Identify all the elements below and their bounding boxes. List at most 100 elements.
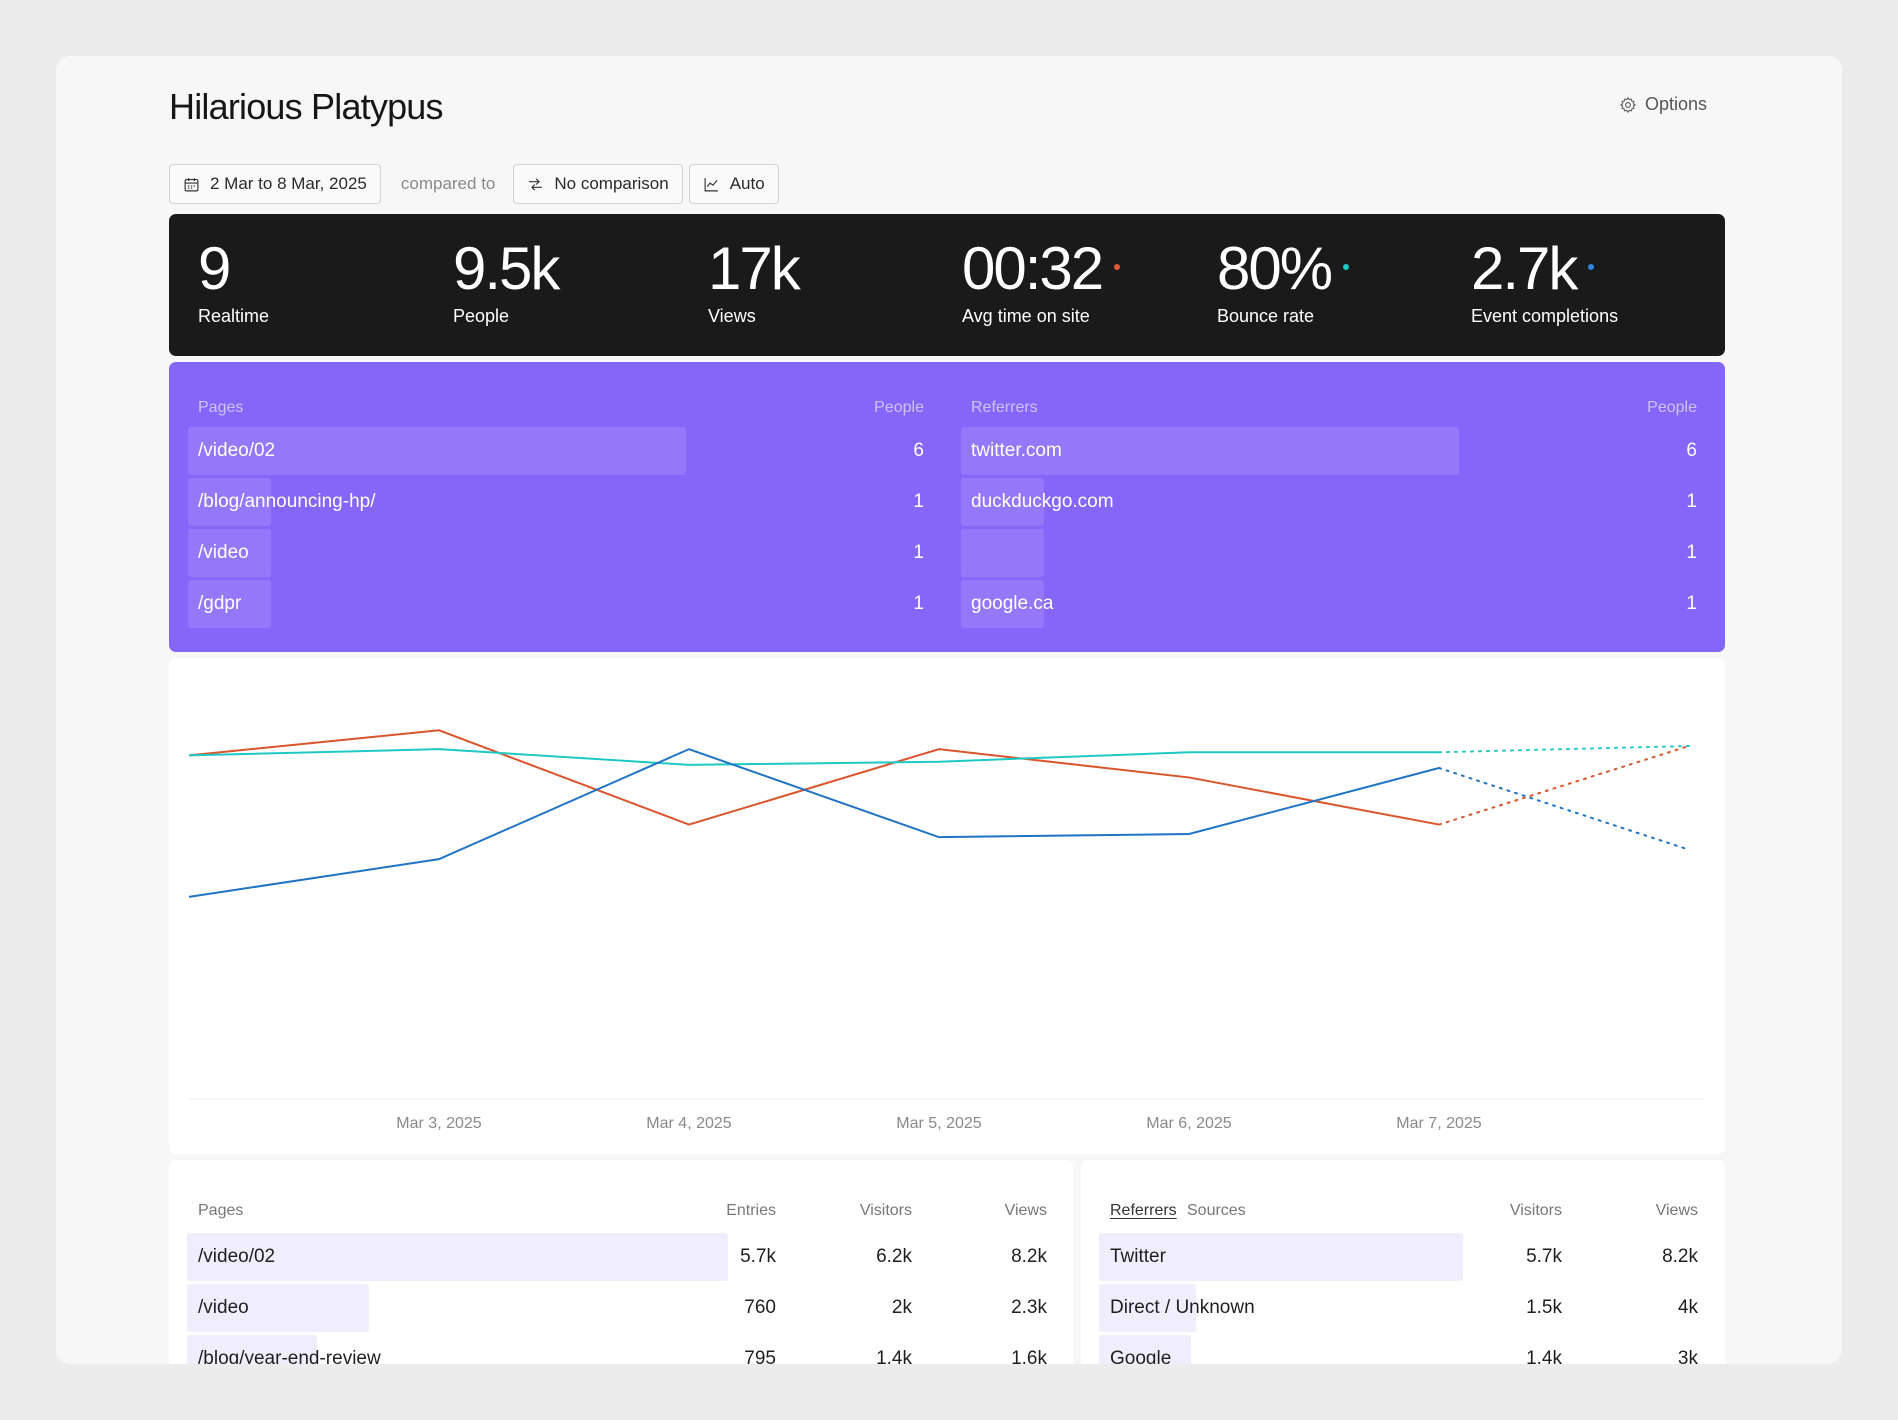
referrer-name: Direct / Unknown bbox=[1110, 1297, 1255, 1318]
table-row[interactable]: duckduckgo.com 1 bbox=[961, 478, 1707, 526]
row-value: 1 bbox=[1686, 542, 1697, 563]
referrer-name: Twitter bbox=[1110, 1246, 1166, 1267]
series-dot bbox=[1588, 264, 1595, 270]
column-header: Referrers bbox=[971, 399, 1038, 416]
options-button[interactable]: Options bbox=[1619, 94, 1707, 115]
row-share-bar bbox=[188, 529, 271, 577]
toolbar: 2 Mar to 8 Mar, 2025 compared to No comp… bbox=[169, 164, 779, 204]
row-share-bar bbox=[187, 1284, 369, 1332]
visitors-value: 6.2k bbox=[876, 1246, 912, 1267]
table-row[interactable]: twitter.com 6 bbox=[961, 427, 1707, 475]
row-share-bar bbox=[188, 478, 271, 526]
series-projection-1 bbox=[1438, 745, 1690, 754]
table-row[interactable]: google.ca 1 bbox=[961, 580, 1707, 628]
row-share-bar bbox=[1099, 1233, 1463, 1281]
visitors-value: 1.4k bbox=[1526, 1348, 1562, 1364]
views-value: 4k bbox=[1677, 1297, 1698, 1318]
stat-label: Realtime bbox=[198, 306, 270, 326]
table-row[interactable]: /video 760 2k 2.3k bbox=[169, 1284, 1073, 1332]
line-chart: Mar 3, 2025 Mar 4, 2025 Mar 5, 2025 Mar 6, … bbox=[188, 729, 1705, 1132]
stat-label: Event completions bbox=[1471, 306, 1619, 326]
column-header: Pages bbox=[198, 1202, 244, 1219]
tab-sources[interactable]: Sources bbox=[1187, 1202, 1246, 1219]
stat-label: People bbox=[453, 306, 510, 326]
row-value: 1 bbox=[913, 491, 924, 512]
x-tick-label: Mar 7, 2025 bbox=[1396, 1115, 1481, 1132]
row-share-bar bbox=[187, 1335, 317, 1364]
realtime-panel: Pages People /video/02 6 /blog/announcing… bbox=[169, 362, 1725, 652]
realtime-pages-table: Pages People /video/02 6 /blog/announcing… bbox=[188, 392, 934, 628]
series-line-1 bbox=[188, 748, 1439, 766]
stat-value: 00:32 bbox=[962, 235, 1104, 302]
comparison-button[interactable]: No comparison bbox=[513, 164, 683, 204]
series-dot bbox=[1114, 264, 1121, 270]
table-row[interactable]: Google 1.4k 3k bbox=[1081, 1335, 1725, 1364]
table-row[interactable]: /blog/year-end-review 795 1.4k 1.6k bbox=[169, 1335, 1073, 1364]
entries-value: 795 bbox=[744, 1348, 776, 1364]
table-row[interactable]: 1 bbox=[961, 529, 1707, 577]
stat-views[interactable]: 17k Views bbox=[708, 236, 801, 327]
row-value: 1 bbox=[1686, 491, 1697, 512]
x-tick-label: Mar 3, 2025 bbox=[396, 1115, 481, 1132]
column-header: Visitors bbox=[859, 1202, 912, 1219]
x-tick-label: Mar 4, 2025 bbox=[646, 1115, 731, 1132]
row-share-bar bbox=[187, 1233, 728, 1281]
row-share-bar bbox=[1099, 1284, 1196, 1332]
table-row[interactable]: Direct / Unknown 1.5k 4k bbox=[1081, 1284, 1725, 1332]
series-line-0 bbox=[188, 729, 1440, 826]
table-row[interactable]: /gdpr 1 bbox=[188, 580, 934, 628]
row-share-bar bbox=[961, 478, 1044, 526]
series-line-2 bbox=[188, 748, 1440, 898]
table-row[interactable]: /video/02 5.7k 6.2k 8.2k bbox=[169, 1233, 1073, 1281]
row-value: 1 bbox=[913, 593, 924, 614]
table-row[interactable]: /video/02 6 bbox=[188, 427, 934, 475]
stat-value: 80% bbox=[1217, 235, 1333, 302]
entries-value: 5.7k bbox=[740, 1246, 776, 1267]
page-path: /video/02 bbox=[198, 1246, 276, 1267]
row-share-bar bbox=[1099, 1335, 1191, 1364]
stat-label: Bounce rate bbox=[1217, 306, 1315, 326]
comparison-label: No comparison bbox=[554, 174, 669, 193]
date-range-button[interactable]: 2 Mar to 8 Mar, 2025 bbox=[169, 164, 381, 204]
stat-bounce-rate[interactable]: 80% Bounce rate bbox=[1217, 235, 1350, 327]
page-path: /video/02 bbox=[198, 440, 276, 461]
page-path: /blog/year-end-review bbox=[198, 1348, 381, 1364]
column-header: People bbox=[1647, 399, 1697, 416]
referrer-name: duckduckgo.com bbox=[971, 491, 1114, 512]
tab-referrers[interactable]: Referrers bbox=[1110, 1202, 1177, 1219]
pages-table: Pages Entries Visitors Views /video/02 5… bbox=[169, 1160, 1073, 1364]
stat-value: 9.5k bbox=[453, 235, 560, 302]
series-projection-2 bbox=[1438, 767, 1690, 851]
stat-value: 9 bbox=[198, 235, 231, 302]
referrer-name: twitter.com bbox=[971, 440, 1062, 461]
page-path: /video bbox=[198, 542, 249, 563]
referrer-name: Google bbox=[1110, 1348, 1172, 1364]
row-value: 1 bbox=[1686, 593, 1697, 614]
stat-value: 2.7k bbox=[1471, 235, 1578, 302]
table-row[interactable]: /blog/announcing-hp/1 bbox=[188, 478, 934, 526]
column-header: Views bbox=[1655, 1202, 1698, 1219]
compare-arrows-icon bbox=[529, 177, 543, 191]
table-row[interactable]: Twitter 5.7k 8.2k bbox=[1081, 1233, 1725, 1281]
date-range-label: 2 Mar to 8 Mar, 2025 bbox=[210, 174, 367, 193]
views-value: 8.2k bbox=[1011, 1246, 1047, 1267]
realtime-referrers-table: Referrers People twitter.com 6 duckduckgo… bbox=[961, 392, 1707, 628]
stat-people[interactable]: 9.5k People bbox=[453, 235, 560, 327]
interval-button[interactable]: Auto bbox=[688, 164, 779, 204]
stat-event-completions[interactable]: 2.7k Event completions bbox=[1471, 236, 1618, 327]
stat-avg-time[interactable]: 00:32 Avg time on site bbox=[962, 235, 1121, 327]
x-tick-label: Mar 5, 2025 bbox=[896, 1115, 981, 1132]
options-label: Options bbox=[1644, 94, 1707, 114]
row-share-bar bbox=[961, 427, 1459, 475]
page-path: /blog/announcing-hp/ bbox=[198, 491, 376, 512]
views-value: 2.3k bbox=[1011, 1297, 1047, 1318]
row-share-bar bbox=[961, 580, 1044, 628]
entries-value: 760 bbox=[744, 1297, 776, 1318]
table-row[interactable]: /video 1 bbox=[188, 529, 934, 577]
stat-label: Avg time on site bbox=[962, 306, 1090, 326]
column-header: Entries bbox=[726, 1202, 776, 1219]
row-share-bar bbox=[188, 580, 271, 628]
stat-realtime[interactable]: 9 Realtime bbox=[198, 236, 269, 327]
app-window: Hilarious Platypus Options 2 Mar to 8 Ma… bbox=[56, 56, 1842, 1364]
referrers-card: Referrers Sources Visitors Views Twitter… bbox=[1081, 1160, 1725, 1364]
